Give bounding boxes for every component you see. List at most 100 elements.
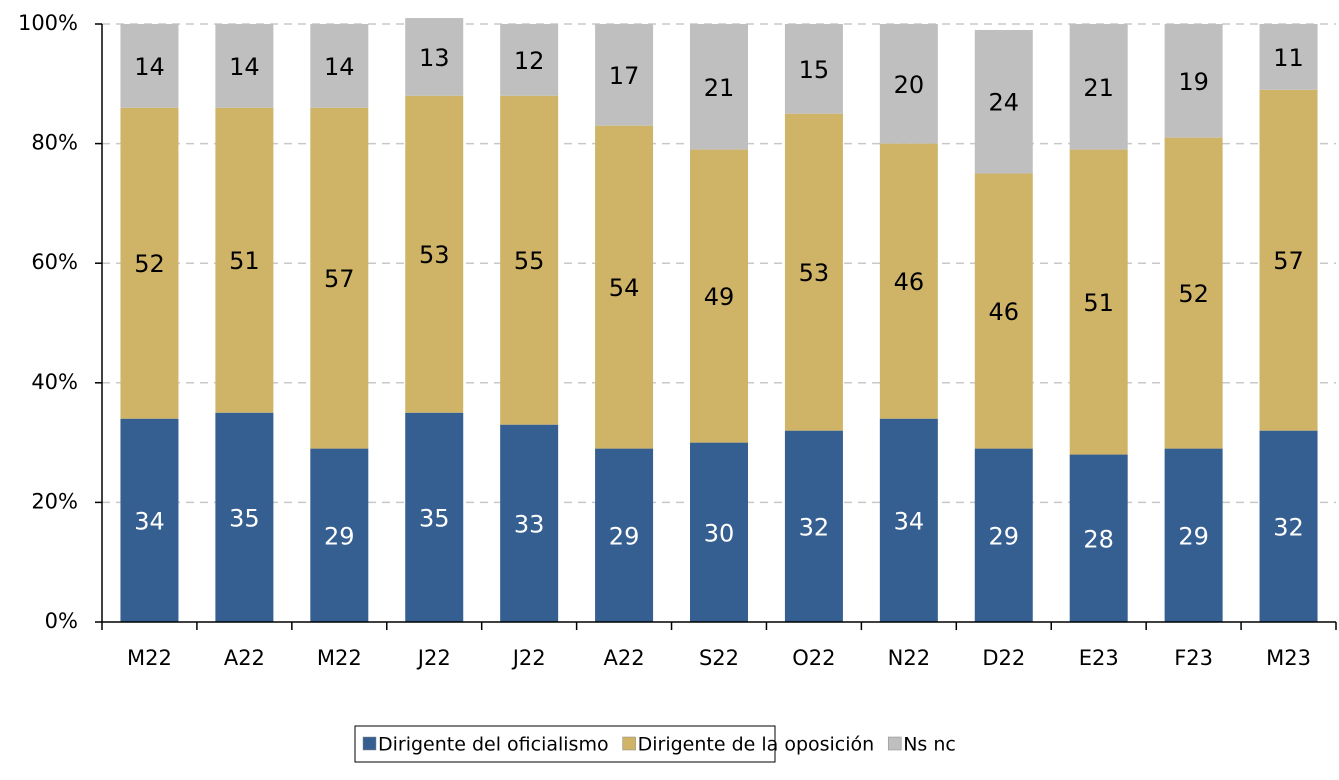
data-label: 35 bbox=[229, 504, 260, 532]
data-label: 51 bbox=[229, 247, 260, 275]
x-tick-label: M23 bbox=[1266, 646, 1311, 670]
bar-segment bbox=[784, 430, 843, 622]
x-tick-label: A22 bbox=[224, 646, 265, 670]
data-label: 57 bbox=[324, 265, 355, 293]
bar-segment bbox=[310, 107, 369, 449]
bar-segment bbox=[1259, 89, 1318, 431]
bar-segment bbox=[1069, 149, 1128, 455]
bar-segment bbox=[310, 448, 369, 622]
bar-segment bbox=[1069, 454, 1128, 622]
x-tick-label: E23 bbox=[1079, 646, 1119, 670]
data-label: 53 bbox=[419, 241, 450, 269]
x-tick-label: F23 bbox=[1174, 646, 1213, 670]
legend-swatch bbox=[622, 736, 636, 751]
y-tick-label: 60% bbox=[31, 250, 78, 274]
y-tick-label: 40% bbox=[31, 370, 78, 394]
bar-segment bbox=[974, 173, 1033, 449]
data-label: 21 bbox=[704, 74, 735, 102]
bar-segment bbox=[405, 18, 464, 96]
x-tick-label: O22 bbox=[792, 646, 835, 670]
bar-segment bbox=[879, 24, 938, 144]
bar-segment bbox=[120, 418, 179, 622]
data-label: 32 bbox=[1273, 513, 1304, 541]
bar-segment bbox=[1164, 448, 1223, 622]
data-label: 11 bbox=[1273, 44, 1304, 72]
x-tick-label: D22 bbox=[982, 646, 1025, 670]
data-label: 19 bbox=[1178, 68, 1209, 96]
x-tick-label: J22 bbox=[416, 646, 451, 670]
y-tick-label: 80% bbox=[31, 131, 78, 155]
bar-segment bbox=[879, 418, 938, 622]
bar-segment bbox=[1164, 137, 1223, 449]
data-label: 35 bbox=[419, 504, 450, 532]
data-label: 57 bbox=[1273, 247, 1304, 275]
bar-segment bbox=[595, 448, 654, 622]
bar-segment bbox=[784, 24, 843, 114]
bar-segment bbox=[1259, 430, 1318, 622]
data-label: 33 bbox=[514, 510, 545, 538]
data-label: 46 bbox=[988, 298, 1019, 326]
y-tick-label: 20% bbox=[31, 489, 78, 513]
data-label: 24 bbox=[988, 89, 1019, 117]
x-tick-label: J22 bbox=[511, 646, 546, 670]
data-label: 14 bbox=[324, 53, 355, 81]
bar-segment bbox=[1069, 24, 1128, 150]
bar-segment bbox=[500, 95, 559, 425]
bar-segment bbox=[690, 149, 748, 443]
data-label: 34 bbox=[134, 507, 165, 535]
bar-segment bbox=[595, 24, 654, 126]
x-tick-label: N22 bbox=[888, 646, 930, 670]
data-label: 49 bbox=[704, 283, 735, 311]
bar-segment bbox=[500, 24, 559, 96]
bar-segment bbox=[879, 143, 938, 419]
data-label: 30 bbox=[704, 519, 735, 547]
bar-segment bbox=[784, 113, 843, 431]
data-label: 52 bbox=[134, 250, 165, 278]
data-label: 12 bbox=[514, 47, 545, 75]
legend-label: Dirigente de la oposición bbox=[638, 734, 875, 756]
bar-segment bbox=[310, 24, 369, 108]
x-tick-label: M22 bbox=[317, 646, 362, 670]
data-label: 29 bbox=[324, 522, 355, 550]
x-tick-label: M22 bbox=[127, 646, 172, 670]
bar-segment bbox=[215, 24, 274, 108]
bar-segment bbox=[405, 95, 464, 413]
bar-segment bbox=[405, 412, 464, 622]
bar-segment bbox=[1164, 24, 1223, 138]
data-label: 46 bbox=[894, 268, 925, 296]
data-label: 21 bbox=[1083, 74, 1114, 102]
bar-segment bbox=[974, 29, 1033, 174]
bar-segment bbox=[500, 424, 559, 622]
legend-swatch bbox=[887, 736, 902, 751]
x-tick-label: A22 bbox=[604, 646, 645, 670]
bar-segment bbox=[1259, 24, 1318, 90]
data-label: 29 bbox=[988, 522, 1019, 550]
y-tick-label: 0% bbox=[45, 609, 78, 633]
bar-segment bbox=[120, 24, 179, 108]
data-label: 29 bbox=[1178, 522, 1209, 550]
bar-segment bbox=[595, 125, 654, 449]
legend-swatch bbox=[362, 736, 377, 751]
data-label: 14 bbox=[229, 53, 260, 81]
data-label: 15 bbox=[799, 56, 830, 84]
y-tick-label: 100% bbox=[18, 11, 78, 35]
bar-segment bbox=[215, 412, 274, 622]
bar-segment bbox=[690, 442, 748, 622]
data-label: 28 bbox=[1083, 525, 1114, 553]
bar-segment bbox=[690, 24, 748, 150]
data-label: 17 bbox=[609, 62, 640, 90]
data-label: 55 bbox=[514, 247, 545, 275]
data-label: 53 bbox=[799, 259, 830, 287]
data-label: 51 bbox=[1083, 289, 1114, 317]
legend-label: Ns nc bbox=[903, 734, 956, 756]
bar-segment bbox=[974, 448, 1033, 622]
legend-label: Dirigente del oficialismo bbox=[378, 734, 609, 756]
data-label: 20 bbox=[894, 71, 925, 99]
data-label: 32 bbox=[799, 513, 830, 541]
data-label: 34 bbox=[894, 507, 925, 535]
data-label: 54 bbox=[609, 274, 640, 302]
data-label: 52 bbox=[1178, 280, 1209, 308]
data-label: 29 bbox=[609, 522, 640, 550]
bar-segment bbox=[120, 107, 179, 419]
